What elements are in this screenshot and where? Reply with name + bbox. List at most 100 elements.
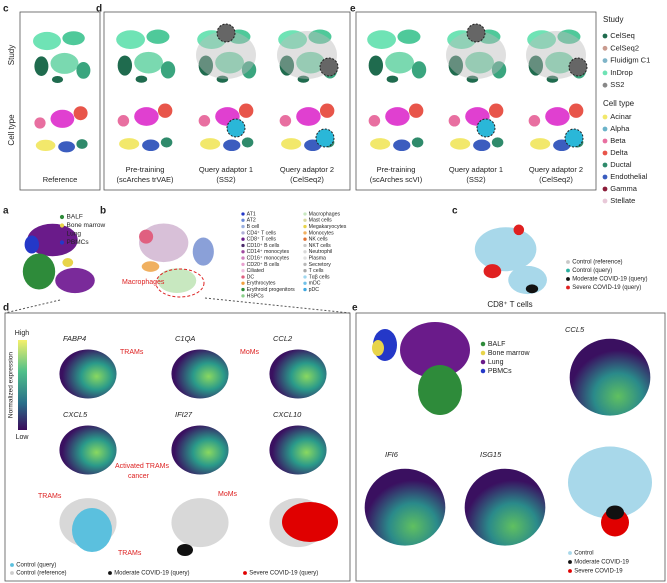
legend-swatch (566, 260, 570, 264)
legend-label: CD20⁺ B cells (247, 262, 280, 268)
umap-condition (474, 224, 547, 295)
umap-cell-type (117, 103, 173, 152)
legend-swatch (241, 243, 245, 248)
legend-label: Alpha (610, 124, 630, 133)
umap-cell-type (198, 103, 254, 152)
legend-swatch (241, 275, 245, 279)
gene-label: ISG15 (480, 450, 502, 459)
legend-label: Mast cells (309, 218, 332, 224)
legend-swatch (59, 231, 65, 237)
legend-label: Endothelial (610, 172, 647, 181)
annotation: MoMs (240, 349, 260, 356)
legend-label: Erythroid progenitors (247, 287, 296, 293)
umap-expression (269, 425, 327, 475)
legend-swatch (241, 281, 245, 285)
legend-swatch (241, 294, 245, 298)
caption: (SS2) (466, 175, 486, 184)
umap-expression (171, 425, 229, 475)
legend-label: mDC (309, 281, 321, 287)
gene-label: CCL5 (565, 325, 585, 334)
caption: Query adaptor 1 (199, 165, 253, 174)
colorbar-title: Normalized expression (8, 352, 15, 418)
legend-label: Gamma (610, 184, 638, 193)
zoom-line (204, 297, 351, 314)
legend-swatch (241, 262, 245, 267)
legend-swatch (602, 82, 608, 88)
legend-swatch (602, 138, 608, 144)
gene-label: C1QA (175, 334, 195, 343)
legend-swatch (566, 277, 570, 281)
legend-label: Control (reference) (16, 571, 66, 577)
caption: Query adaptor 1 (449, 165, 503, 174)
legend-swatch (303, 269, 307, 273)
legend-title: Study (603, 15, 623, 24)
gene-label: IFI27 (175, 410, 193, 419)
umap-cell-type (34, 106, 88, 153)
legend-label: BALF (488, 341, 506, 348)
legend-label: CelSeq (610, 31, 635, 40)
legend-swatch (241, 231, 245, 235)
legend-swatch (480, 359, 486, 365)
legend-swatch (566, 285, 570, 290)
query-highlight (216, 23, 236, 43)
caption: (SS2) (216, 175, 236, 184)
legend-swatch (602, 126, 608, 132)
legend-label: Moderate COVID-19 (574, 560, 629, 566)
legend-swatch (568, 551, 572, 555)
legend-swatch (480, 341, 486, 347)
legend-label: CD4⁺ T cells (247, 230, 277, 236)
legend: Study Cell type (603, 15, 635, 108)
query-highlight (315, 128, 335, 148)
legend-label: T cells (309, 268, 324, 274)
umap-expression (569, 338, 651, 416)
gene-label: CCL2 (273, 334, 293, 343)
umap-expression (364, 468, 446, 546)
caption: Pre-training (377, 165, 416, 174)
legend-swatch (568, 569, 572, 573)
legend-swatch (602, 150, 608, 156)
legend-swatch (59, 214, 65, 220)
colorbar (18, 340, 27, 430)
query-highlight (319, 57, 339, 77)
annotation: TRAMs (120, 349, 144, 356)
zoom-line (4, 299, 61, 314)
legend-swatch (568, 560, 572, 564)
panel-label: c (3, 4, 9, 15)
legend-label: Plasma (309, 255, 326, 261)
caption: Pre-training (126, 165, 165, 174)
legend-swatch (59, 240, 65, 245)
legend-label: Severe COVID-19 (query) (572, 285, 641, 291)
query-overlay (446, 31, 506, 79)
legend-label: NK cells (309, 237, 328, 243)
legend-label: Monocytes (309, 230, 334, 236)
legend-label: Control (query) (16, 563, 56, 569)
legend-label: CD8⁺ T cells (247, 237, 277, 243)
legend-swatch (10, 571, 14, 575)
annotation: MoMs (218, 491, 238, 498)
legend-swatch (602, 58, 608, 63)
caption: Query adaptor 2 (280, 165, 334, 174)
annotation: TRAMs (38, 493, 62, 500)
caption: (scArches scVI) (370, 175, 423, 184)
caption: Query adaptor 2 (529, 165, 583, 174)
legend-label: Macrophages (309, 211, 341, 217)
legend-swatch (241, 237, 245, 241)
umap-cell-type (368, 103, 424, 152)
annotation: cancer (128, 473, 150, 480)
legend-label: Bone marrow (488, 350, 531, 357)
legend-swatch (602, 162, 608, 168)
condition-cells (72, 508, 112, 552)
legend-label: Fluidigm C1 (610, 56, 650, 65)
legend-swatch (602, 45, 608, 51)
legend-label: Control (reference) (572, 260, 622, 266)
row-label: Cell type (7, 114, 16, 146)
legend-swatch (480, 368, 486, 374)
caption: (scArches trVAE) (117, 175, 174, 184)
legend-swatch (303, 281, 307, 285)
legend-label: Erythrocytes (247, 281, 276, 287)
legend-label: Delta (610, 148, 628, 157)
legend-label: PBMCs (488, 368, 512, 375)
legend-swatch (243, 571, 247, 575)
legend-swatch (303, 218, 307, 222)
legend-swatch (303, 212, 307, 216)
